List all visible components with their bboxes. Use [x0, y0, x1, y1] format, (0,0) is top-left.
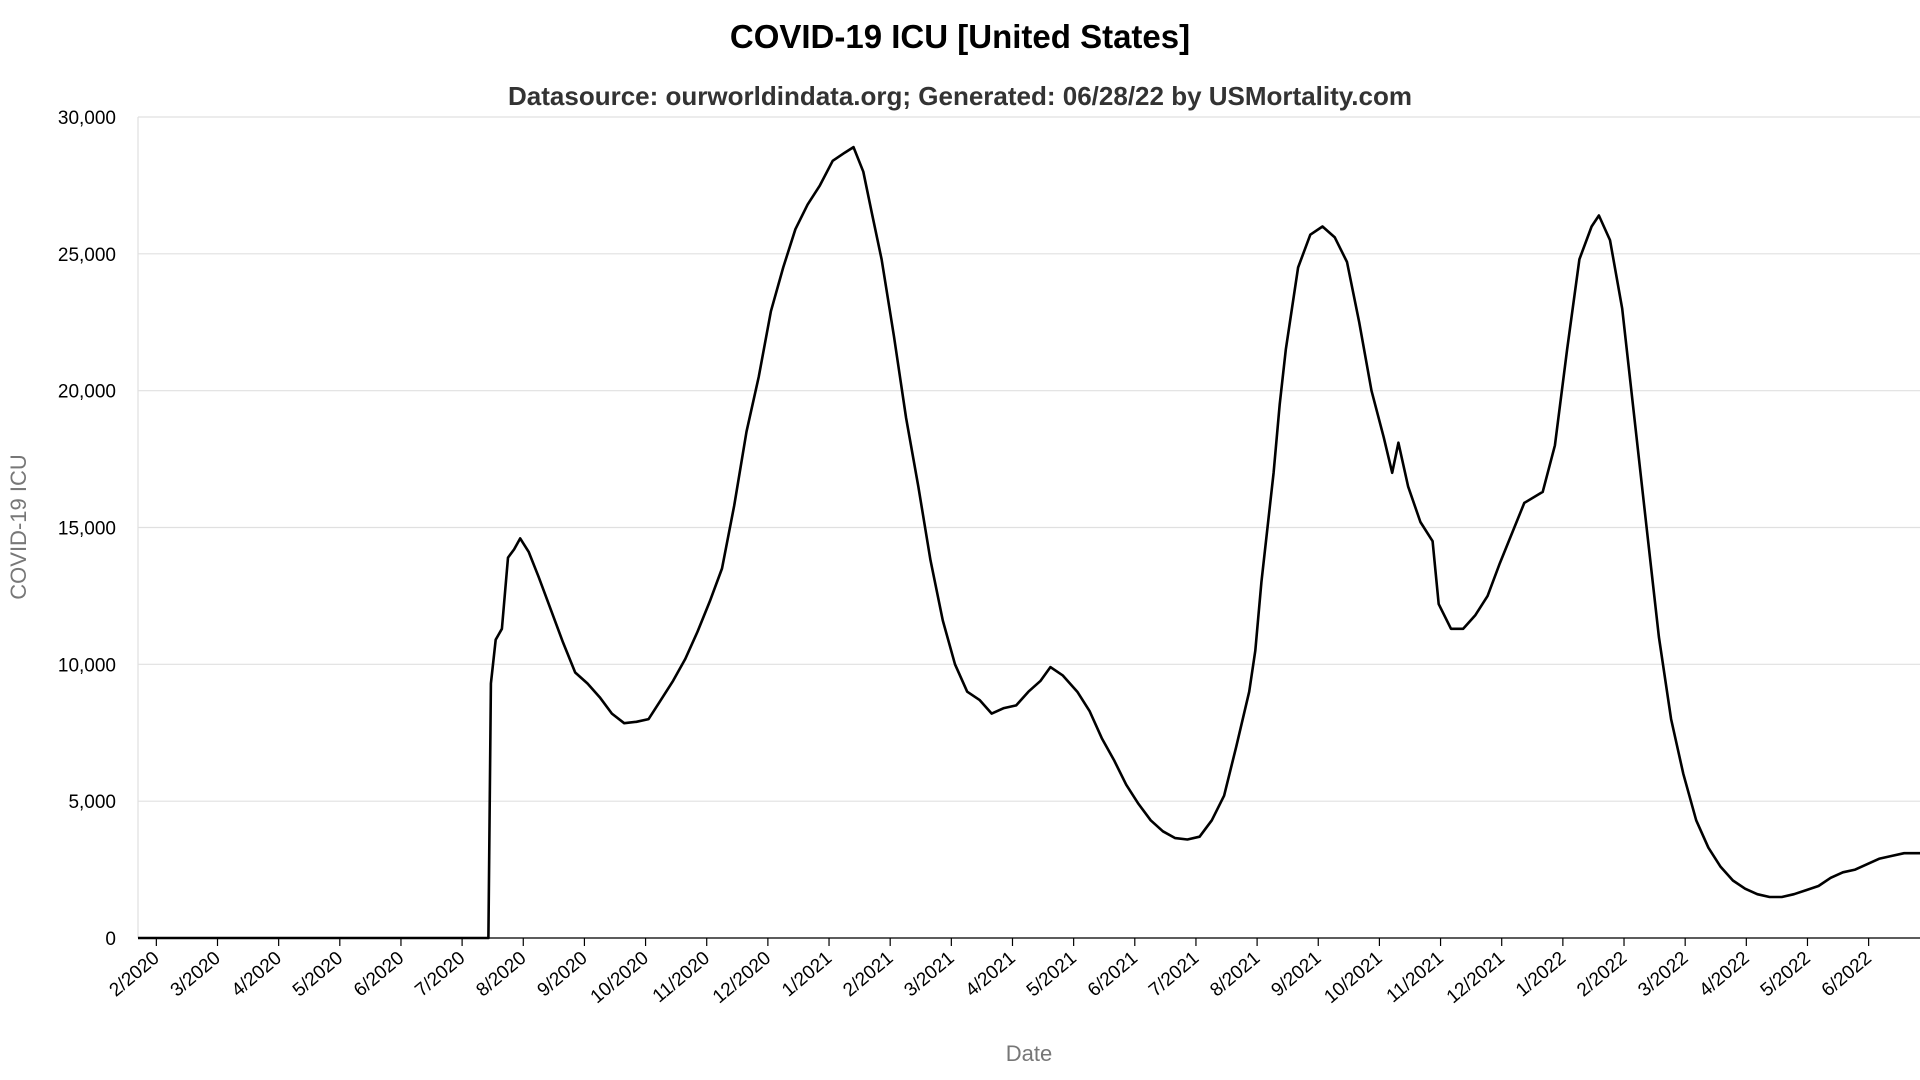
- x-tick-label: 9/2020: [534, 948, 592, 1001]
- x-tick-label: 12/2020: [709, 948, 775, 1008]
- x-tick-label: 5/2022: [1757, 948, 1815, 1001]
- x-tick-label: 4/2020: [228, 948, 286, 1001]
- x-tick-label: 6/2020: [350, 948, 408, 1001]
- x-tick-label: 11/2020: [649, 948, 714, 1007]
- y-tick-label: 10,000: [58, 655, 116, 676]
- y-tick-label: 25,000: [58, 245, 116, 266]
- x-tick-label: 1/2021: [778, 948, 836, 1001]
- y-tick-label: 5,000: [68, 792, 116, 813]
- x-tick-label: 5/2021: [1023, 948, 1081, 1001]
- x-tick-label: 10/2020: [587, 948, 653, 1008]
- x-tick-label: 4/2021: [962, 948, 1020, 1001]
- x-tick-label: 2/2022: [1573, 948, 1631, 1001]
- x-tick-label: 12/2021: [1443, 948, 1509, 1008]
- x-tick-label: 3/2021: [901, 948, 959, 1001]
- x-tick-label: 4/2022: [1696, 948, 1754, 1001]
- x-tick-label: 8/2020: [472, 948, 530, 1001]
- x-tick-label: 2/2021: [839, 948, 897, 1001]
- chart-title: COVID-19 ICU [United States]: [730, 18, 1190, 55]
- x-tick-label: 6/2021: [1084, 948, 1142, 1001]
- x-tick-label: 7/2020: [411, 948, 469, 1001]
- y-tick-label: 20,000: [58, 382, 116, 403]
- data-line: [138, 145, 1920, 940]
- x-axis-label: Date: [1006, 1041, 1052, 1066]
- y-axis-label: COVID-19 ICU: [6, 454, 31, 599]
- x-tick-label: 11/2021: [1383, 948, 1448, 1007]
- y-tick-label: 30,000: [58, 108, 116, 129]
- x-tick-label: 1/2022: [1512, 948, 1570, 1001]
- x-tick-label: 6/2022: [1818, 948, 1876, 1001]
- x-tick-label: 8/2021: [1206, 948, 1264, 1001]
- y-tick-label: 15,000: [58, 519, 116, 540]
- x-tick-label: 10/2021: [1321, 948, 1387, 1008]
- chart-subtitle: Datasource: ourworldindata.org; Generate…: [508, 81, 1412, 111]
- x-tick-label: 2/2020: [106, 948, 164, 1001]
- y-tick-label: 0: [105, 929, 116, 950]
- x-tick-label: 5/2020: [289, 948, 347, 1001]
- x-tick-label: 3/2020: [167, 948, 225, 1001]
- x-tick-label: 9/2021: [1267, 948, 1325, 1001]
- x-tick-label: 7/2021: [1145, 948, 1203, 1001]
- x-tick-label: 3/2022: [1634, 948, 1692, 1001]
